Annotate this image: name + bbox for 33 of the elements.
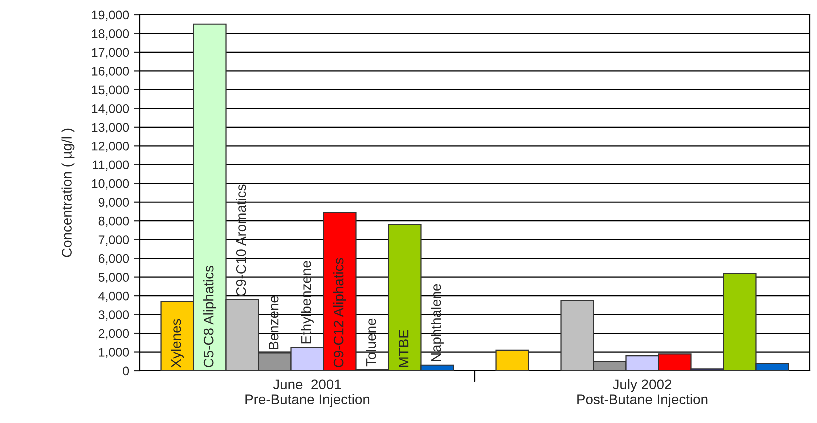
y-tick-label: 1,000 — [99, 348, 130, 358]
y-tick-label: 16,000 — [92, 67, 130, 78]
y-tick-label: 12,000 — [92, 142, 130, 152]
y-axis-title: Concentration ( µg/l ) — [62, 128, 75, 258]
text: Toluene — [366, 318, 376, 367]
y-tick-label: 4,000 — [98, 292, 130, 302]
y-tick-label: 19,000 — [92, 10, 130, 22]
y-tick-label: 7,000 — [98, 236, 130, 246]
series-label: C9-C12 Aliphatics — [334, 258, 346, 368]
text: C9-C10 Aromatics — [236, 184, 246, 296]
series-label: Xylenes — [171, 319, 184, 368]
y-tick-label: 8,000 — [98, 216, 130, 228]
y-tick-label: 6,000 — [98, 254, 130, 265]
series-label: C5-C8 Aliphatics — [204, 266, 216, 368]
y-tick-label: 5,000 — [98, 273, 130, 284]
x-tick-label: June 2001 Pre-Butane Injection — [246, 380, 370, 408]
bar — [496, 350, 530, 371]
text: Ethylbenzene — [301, 261, 314, 344]
y-tick-label: 17,000 — [92, 48, 130, 59]
y-tick-label: 9,000 — [98, 198, 130, 208]
y-tick-label: 0 — [123, 366, 130, 376]
y-tick-label: 3,000 — [98, 310, 130, 321]
series-label: MTBE — [399, 330, 409, 368]
y-tick-label: 2,000 — [98, 329, 130, 340]
y-tick-label: 15,000 — [92, 86, 130, 96]
x-tick-label: July 2002 Post-Butane Injection — [578, 379, 708, 408]
y-tick-label: 14,000 — [92, 104, 130, 115]
text: Benzene — [269, 296, 279, 350]
y-tick-label: 18,000 — [92, 30, 130, 40]
y-tick-label: 10,000 — [92, 179, 130, 190]
y-tick-label: 13,000 — [92, 123, 130, 134]
y-tick-label: 11,000 — [93, 160, 130, 172]
text: Naphthalene — [431, 284, 444, 362]
